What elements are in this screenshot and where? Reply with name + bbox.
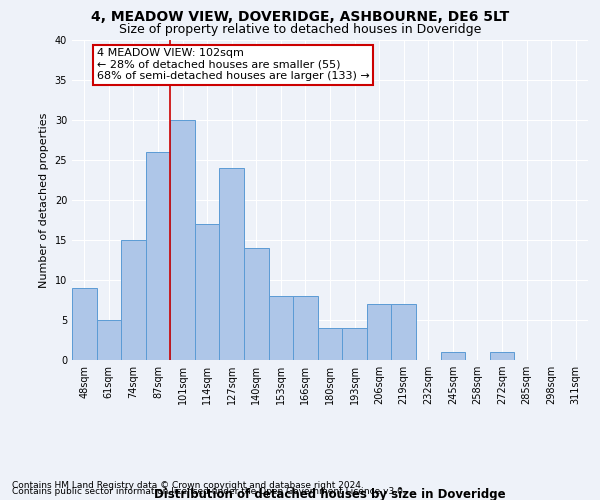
Text: 4 MEADOW VIEW: 102sqm
← 28% of detached houses are smaller (55)
68% of semi-deta: 4 MEADOW VIEW: 102sqm ← 28% of detached … (97, 48, 370, 81)
Bar (367, 304, 391, 360)
Y-axis label: Number of detached properties: Number of detached properties (39, 112, 49, 288)
Bar (269, 296, 293, 360)
Bar (121, 240, 146, 360)
Bar (170, 120, 195, 360)
Bar (220, 168, 244, 360)
Text: Size of property relative to detached houses in Doveridge: Size of property relative to detached ho… (119, 22, 481, 36)
Bar (146, 152, 170, 360)
Bar (318, 328, 342, 360)
X-axis label: Distribution of detached houses by size in Doveridge: Distribution of detached houses by size … (154, 488, 506, 500)
Text: 4, MEADOW VIEW, DOVERIDGE, ASHBOURNE, DE6 5LT: 4, MEADOW VIEW, DOVERIDGE, ASHBOURNE, DE… (91, 10, 509, 24)
Bar (342, 328, 367, 360)
Bar (293, 296, 318, 360)
Bar (195, 224, 220, 360)
Bar (391, 304, 416, 360)
Bar (440, 352, 465, 360)
Bar (244, 248, 269, 360)
Bar (72, 288, 97, 360)
Text: Contains public sector information licensed under the Open Government Licence v3: Contains public sector information licen… (12, 488, 406, 496)
Text: Contains HM Land Registry data © Crown copyright and database right 2024.: Contains HM Land Registry data © Crown c… (12, 481, 364, 490)
Bar (97, 320, 121, 360)
Bar (490, 352, 514, 360)
